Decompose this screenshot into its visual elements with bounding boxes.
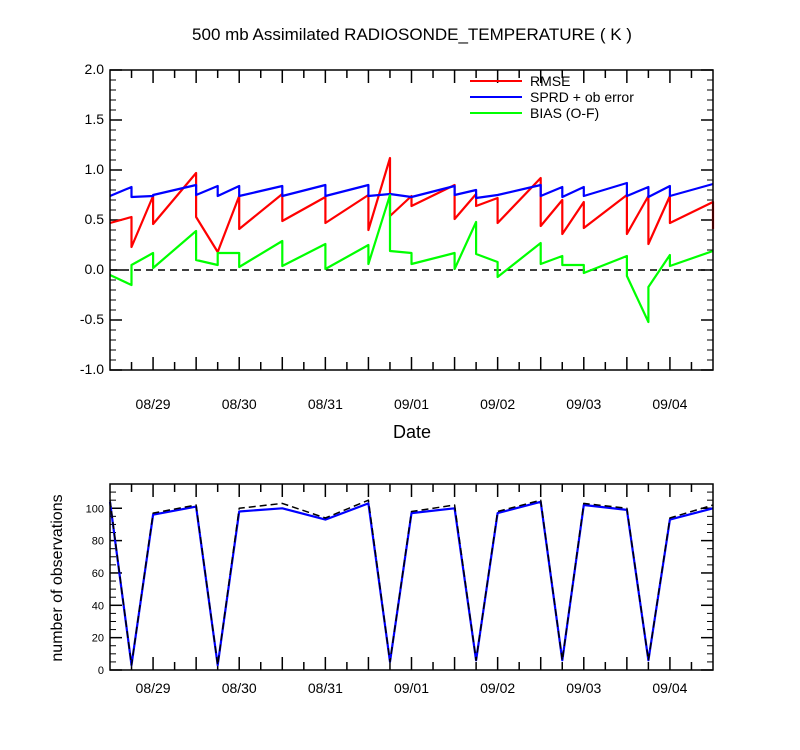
y-tick-label: 0.0 (85, 261, 105, 277)
x-tick-label: 08/30 (222, 396, 257, 412)
y-tick-label: 0.5 (85, 211, 105, 227)
x-tick-label: 08/29 (136, 680, 171, 696)
x-tick-label: 08/30 (222, 680, 257, 696)
x-tick-label: 08/31 (308, 680, 343, 696)
x-tick-label: 09/01 (394, 396, 429, 412)
y-tick-label: 80 (92, 536, 104, 548)
x-tick-label: 09/04 (652, 396, 687, 412)
y-axis-label-observations: number of observations (49, 494, 66, 661)
y-tick-label: 0 (98, 665, 104, 677)
plot-frame (109, 483, 714, 671)
y-tick-label: 2.0 (85, 61, 105, 77)
bottom-plot: 0 20 40 60 80 100 08/29 08/30 08/31 09/01 09/02 09/… (86, 483, 714, 696)
legend-label-bias: BIAS (O-F) (530, 105, 599, 121)
y-tick-label: -1.0 (80, 361, 104, 377)
x-tick-label: 09/03 (566, 680, 601, 696)
x-tick-label: 08/29 (136, 396, 171, 412)
legend: RMSE SPRD + ob error BIAS (O-F) (470, 73, 634, 121)
series-line-assimilated (108, 500, 714, 667)
x-tick-label: 09/01 (394, 680, 429, 696)
top-plot: -1.0 -0.5 0.0 0.5 1.0 1.5 2.0 08/29 08/30 08/31 09… (80, 61, 715, 412)
legend-label-sprd: SPRD + ob error (530, 89, 634, 105)
x-tick-label: 09/02 (480, 396, 515, 412)
x-tick-label: 09/04 (652, 680, 687, 696)
series-line-bias-o-f (109, 193, 714, 324)
chart-title: 500 mb Assimilated RADIOSONDE_TEMPERATUR… (192, 25, 632, 44)
y-tick-label: 1.0 (85, 161, 105, 177)
y-tick-label: 40 (92, 600, 104, 612)
y-tick-label: 60 (92, 568, 104, 580)
y-tick-label: 1.5 (85, 111, 105, 127)
y-tick-label: 100 (86, 503, 104, 515)
y-tick-label: -0.5 (80, 311, 104, 327)
series-line-total (109, 499, 714, 666)
x-axis-label: Date (393, 422, 431, 442)
series-line-sprd-ob-error (109, 181, 714, 200)
x-tick-label: 08/31 (308, 396, 343, 412)
series-line-rmse (109, 156, 715, 254)
x-tick-label: 09/02 (480, 680, 515, 696)
y-tick-label: 20 (92, 633, 104, 645)
legend-label-rmse: RMSE (530, 73, 570, 89)
plot-frame (109, 69, 714, 371)
x-tick-label: 09/03 (566, 396, 601, 412)
